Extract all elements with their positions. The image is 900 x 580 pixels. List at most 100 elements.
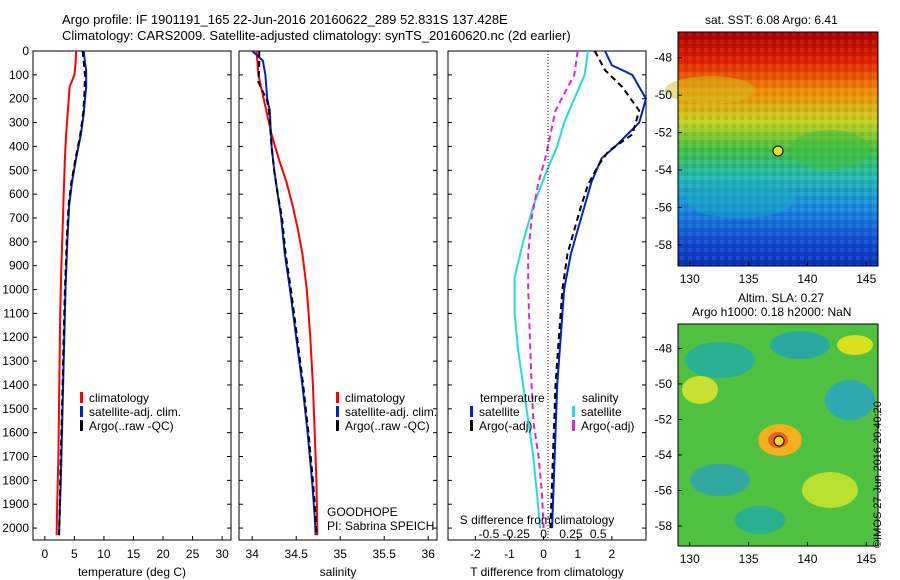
x2-axis-label-2: S difference from climatology (460, 513, 615, 527)
sla-map-title-2: Argo h1000: 0.18 h2000: NaN (692, 305, 852, 319)
x-tick-label-0-4: 20 (156, 547, 170, 561)
series-line-0-2 (58, 50, 87, 536)
legend-argo-temp: Argo(..raw -QC) (80, 420, 174, 433)
x-tick-label-0-2: 10 (97, 547, 111, 561)
y-tick-label-6: 600 (9, 187, 29, 201)
x2-tick-label-2-3: 0.25 (559, 527, 583, 541)
sla-lat-label-3: -54 (655, 448, 673, 462)
x-tick-label-1-3: 35.5 (373, 547, 397, 561)
sst-map-title: sat. SST: 6.08 Argo: 6.41 (705, 13, 838, 27)
sst-float-marker (772, 145, 784, 157)
x-tick-label-2-0: -2 (470, 547, 481, 561)
series-line-2-3 (527, 50, 579, 529)
legend-satellite-temp: satellite-adj. clim. (80, 406, 181, 419)
sla-lat-label-5: -58 (655, 519, 673, 533)
x-axis-label-1: salinity (320, 565, 357, 579)
x-tick-label-1-1: 34.5 (285, 547, 309, 561)
x-tick-label-2-3: 1 (574, 547, 581, 561)
legend-satellite-tdiff: satellite (470, 406, 520, 419)
temperature-panel-frame (32, 50, 232, 541)
x-tick-label-2-4: 2 (609, 547, 616, 561)
x2-tick-label-2-1: -0.25 (503, 527, 531, 541)
sst-lon-label-1: 135 (739, 272, 759, 286)
sla-lat-label-2: -52 (655, 412, 673, 426)
sla-map-title-1: Altim. SLA: 0.27 (738, 291, 825, 305)
legend-climatology-temp: climatology (80, 392, 149, 405)
sla-map (677, 323, 879, 547)
sst-lat-label-4: -56 (655, 201, 673, 215)
x2-tick-label-2-0: -0.5 (479, 527, 500, 541)
sst-lat-label-0: -48 (655, 51, 673, 65)
y-tick-label-19: 1900 (2, 497, 29, 511)
sst-lat-label-2: -52 (655, 126, 673, 140)
legend-argo-sal: Argo(..raw -QC) (336, 420, 430, 433)
sst-lon-label-3: 145 (856, 272, 876, 286)
y-tick-label-15: 1500 (2, 402, 29, 416)
y-tick-label-10: 1000 (2, 283, 29, 297)
y-tick-label-17: 1700 (2, 450, 29, 464)
difference-panel-frame (447, 50, 647, 541)
sla-lat-label-1: -50 (655, 377, 673, 391)
legend-climatology-sal: climatology (336, 392, 405, 405)
sla-lon-label-3: 145 (856, 552, 876, 566)
legend-satellite-sal: satellite-adj. clim. (336, 406, 437, 419)
sst-lon-label-2: 140 (797, 272, 817, 286)
series-line-0-0 (55, 50, 78, 536)
x-axis-label-2: T difference from climatology (470, 565, 624, 579)
x-tick-label-0-3: 15 (127, 547, 141, 561)
y-tick-label-13: 1300 (2, 354, 29, 368)
y-tick-label-4: 400 (9, 139, 29, 153)
y-tick-label-5: 500 (9, 163, 29, 177)
imos-timestamp: ©IMOS 27-Jun-2016 20:40:20 (872, 401, 884, 548)
x-tick-label-0-0: 0 (41, 547, 48, 561)
sla-lat-label-4: -56 (655, 484, 673, 498)
sst-lon-label-0: 130 (680, 272, 700, 286)
legend-argo-sdiff: Argo(-adj) (572, 420, 634, 433)
sst-map (665, 31, 879, 267)
legend-temperature-heading: temperature (480, 391, 545, 405)
sst-lat-label-3: -54 (655, 163, 673, 177)
x-tick-label-2-1: -1 (504, 547, 515, 561)
y-tick-label-2: 200 (9, 92, 29, 106)
y-tick-label-18: 1800 (2, 473, 29, 487)
x2-tick-label-2-4: 0.5 (590, 527, 607, 541)
x-tick-label-1-2: 35 (334, 547, 348, 561)
sla-lon-label-2: 140 (797, 552, 817, 566)
y-tick-label-11: 1100 (3, 306, 29, 320)
x-axis-label-0: temperature (deg C) (78, 565, 186, 579)
y-tick-label-16: 1600 (2, 426, 29, 440)
x-tick-label-2-2: 0 (540, 547, 547, 561)
x-tick-label-0-1: 5 (71, 547, 78, 561)
y-tick-label-9: 900 (9, 259, 29, 273)
series-line-1-0 (255, 50, 319, 536)
sla-lon-label-1: 135 (739, 552, 759, 566)
series-line-2-0 (551, 50, 648, 529)
y-tick-label-12: 1200 (2, 330, 29, 344)
series-line-2-1 (549, 50, 641, 529)
project-name: GOODHOPE (327, 505, 398, 519)
legend-argo-tdiff: Argo(-adj) (470, 420, 532, 433)
figure-title-line2: Climatology: CARS2009. Satellite-adjuste… (62, 28, 571, 43)
sst-lat-label-1: -50 (655, 88, 673, 102)
y-tick-label-1: 100 (9, 68, 29, 82)
x-tick-label-0-5: 25 (186, 547, 200, 561)
y-tick-label-0: 0 (22, 44, 29, 58)
sst-lat-label-5: -58 (655, 238, 673, 252)
series-line-2-2 (513, 50, 589, 529)
y-tick-label-8: 800 (9, 235, 29, 249)
sla-lat-label-0: -48 (655, 341, 673, 355)
y-tick-label-14: 1400 (2, 378, 29, 392)
x-tick-label-0-6: 30 (215, 547, 229, 561)
x2-tick-label-2-2: 0 (540, 527, 547, 541)
y-tick-label-20: 2000 (2, 521, 29, 535)
figure-title-line1: Argo profile: IF 1901191_165 22-Jun-2016… (62, 12, 508, 27)
x-tick-label-1-0: 34 (246, 547, 260, 561)
y-tick-label-3: 300 (9, 116, 29, 130)
x-tick-label-1-4: 36 (422, 547, 436, 561)
legend-salinity-heading: salinity (582, 391, 619, 405)
salinity-panel-frame (238, 50, 438, 541)
pi-name: PI: Sabrina SPEICH (327, 519, 435, 533)
series-line-1-2 (257, 51, 318, 536)
y-tick-label-7: 700 (9, 211, 29, 225)
